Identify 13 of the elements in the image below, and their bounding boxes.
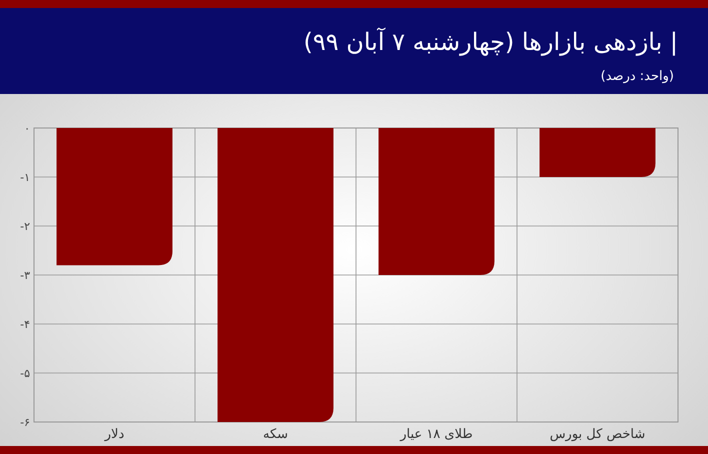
x-tick-label: سکه bbox=[262, 427, 288, 442]
chart-title: | بازدهی بازارها (چهارشنبه ۷ آبان ۹۹) bbox=[303, 27, 678, 56]
x-tick-label: شاخص کل بورس bbox=[550, 427, 646, 442]
y-tick-label: -۴ bbox=[20, 318, 30, 331]
y-tick-label: -۶ bbox=[20, 416, 30, 429]
x-tick-label: طلای ۱۸ عیار bbox=[399, 427, 473, 442]
x-tick-label: دلار bbox=[104, 427, 124, 442]
y-tick-label: -۱ bbox=[20, 170, 30, 184]
y-tick-label: -۲ bbox=[20, 220, 30, 233]
y-tick-label: -۵ bbox=[20, 366, 30, 380]
chart-subtitle: (واحد: درصد) bbox=[600, 69, 674, 84]
y-tick-label: -۳ bbox=[20, 268, 30, 282]
y-tick-label: ۰ bbox=[24, 122, 30, 135]
